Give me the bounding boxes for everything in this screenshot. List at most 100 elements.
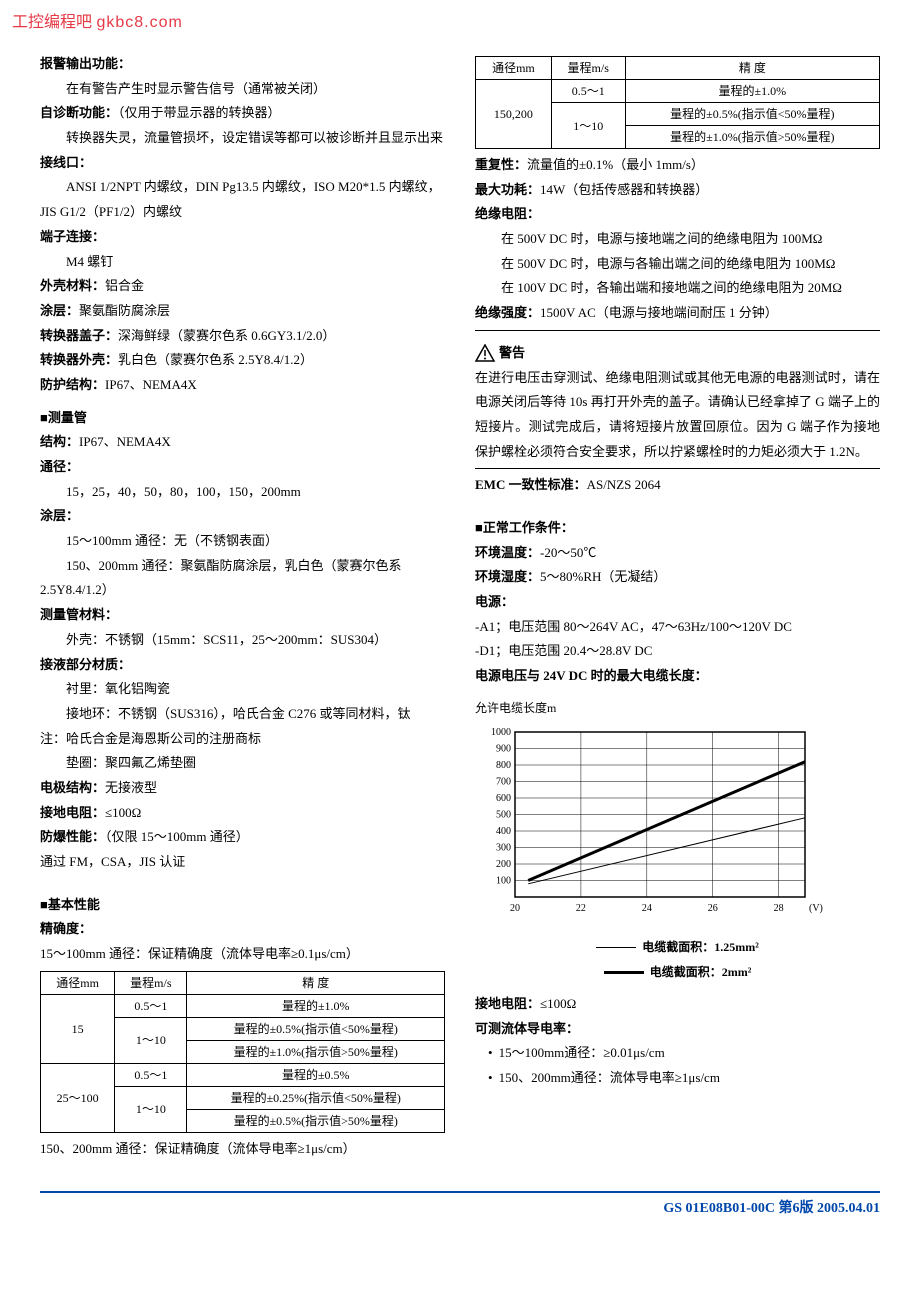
t2-h0: 通径mm	[476, 57, 552, 80]
watermark: 工控编程吧 gkbc8.com	[0, 0, 920, 32]
svg-text:100: 100	[496, 875, 511, 886]
normal-head: 正常工作条件：	[475, 516, 880, 541]
diameter-label: 通径：	[40, 455, 445, 480]
svg-text:300: 300	[496, 842, 511, 853]
humid-val: 5～80%RH（无凝结）	[540, 569, 666, 584]
shell2-val: 乳白色（蒙赛尔色系 2.5Y8.4/1.2）	[118, 352, 313, 367]
t1-r0-rng1: 0.5～1	[115, 994, 187, 1017]
electrode-val: 无接液型	[105, 780, 157, 795]
terminal-text: M4 螺钉	[40, 250, 445, 275]
t2-rng2: 1～10	[551, 103, 625, 149]
tube-struct-val: IP67、NEMA4X	[79, 434, 171, 449]
wetted-1: 衬里：氧化铝陶瓷	[40, 677, 445, 702]
humid-label: 环境湿度：	[475, 569, 540, 584]
temp-val: -20～50℃	[540, 545, 596, 560]
t2-acc1: 量程的±1.0%	[625, 80, 879, 103]
svg-text:24: 24	[642, 903, 652, 914]
cable-chart: 允许电缆长度m 10020030040050060070080090010002…	[475, 697, 880, 984]
terminal-label: 端子连接：	[40, 225, 445, 250]
svg-text:700: 700	[496, 776, 511, 787]
emc-val: AS/NZS 2064	[587, 477, 661, 492]
t2-acc2a: 量程的±0.5%(指示值<50%量程)	[625, 103, 879, 126]
svg-text:20: 20	[510, 903, 520, 914]
accuracy-table-2: 通径mm 量程m/s 精 度 150,200 0.5～1 量程的±1.0% 1～…	[475, 56, 880, 149]
explosion-val: （仅限 15～100mm 通径）	[105, 829, 249, 844]
dielectric-val: 1500V AC（电源与接地端间耐压 1 分钟）	[540, 305, 778, 320]
power-a1: -A1；电压范围 80～264V AC，47～63Hz/100～120V DC	[475, 615, 880, 640]
svg-text:22: 22	[576, 903, 586, 914]
accuracy-1: 15～100mm 通径：保证精确度（流体导电率≥0.1μs/cm）	[40, 942, 445, 967]
tube-coating-2: 150、200mm 通径：聚氨酯防腐涂层，乳白色（蒙赛尔色系 2.5Y8.4/1…	[40, 554, 445, 603]
divider-1	[475, 330, 880, 331]
temp-label: 环境温度：	[475, 545, 540, 560]
footer-text: GS 01E08B01-00C 第6版 2005.04.01	[0, 1193, 920, 1237]
note1: 注：哈氏合金是海恩斯公司的注册商标	[40, 727, 445, 752]
emc-label: EMC 一致性标准：	[475, 477, 587, 492]
right-column: 通径mm 量程m/s 精 度 150,200 0.5～1 量程的±1.0% 1～…	[475, 52, 880, 1161]
t1-r0-acc2b: 量程的±1.0%(指示值>50%量程)	[187, 1040, 445, 1063]
selfdiag-note: （仅用于带显示器的转换器）	[118, 105, 281, 120]
wiring-label: 接线口：	[40, 151, 445, 176]
t2-rng1: 0.5～1	[551, 80, 625, 103]
svg-text:(V): (V)	[809, 903, 823, 914]
cable-head: 电源电压与 24V DC 时的最大电缆长度：	[475, 664, 880, 689]
shell-label: 外壳材料：	[40, 278, 105, 293]
wiring-text: ANSI 1/2NPT 内螺纹，DIN Pg13.5 内螺纹，ISO M20*1…	[40, 175, 445, 224]
wetted-2: 接地环：不锈钢（SUS316），哈氏合金 C276 或等同材料，钛	[40, 702, 445, 727]
ground-label: 接地电阻：	[40, 805, 105, 820]
power-label: 最大功耗：	[475, 182, 540, 197]
left-column: 报警输出功能： 在有警告产生时显示警告信号（通常被关闭） 自诊断功能：（仅用于带…	[40, 52, 445, 1161]
repeat-label: 重复性：	[475, 157, 527, 172]
t2-h1: 量程m/s	[551, 57, 625, 80]
coating-label: 涂层：	[40, 303, 79, 318]
legend-2: 电缆截面积：2mm²	[650, 961, 752, 984]
watermark-domain: gkbc8.com	[96, 14, 182, 31]
insul-1: 在 500V DC 时，电源与接地端之间的绝缘电阻为 100MΩ	[475, 227, 880, 252]
ground-val: ≤100Ω	[105, 805, 141, 820]
accuracy-2: 150、200mm 通径：保证精确度（流体导电率≥1μs/cm）	[40, 1137, 445, 1162]
repeat-val: 流量值的±0.1%（最小 1mm/s）	[527, 157, 704, 172]
basic-head: 基本性能	[40, 893, 445, 918]
svg-text:1000: 1000	[491, 727, 511, 738]
svg-text:500: 500	[496, 809, 511, 820]
warning-icon	[475, 344, 495, 362]
tube-head: 测量管	[40, 406, 445, 431]
insul-3: 在 100V DC 时，各输出端和接地端之间的绝缘电阻为 20MΩ	[475, 276, 880, 301]
coating-val: 聚氨酯防腐涂层	[79, 303, 170, 318]
svg-text:26: 26	[708, 903, 718, 914]
t1-h2: 精 度	[187, 971, 445, 994]
gasket: 垫圈：聚四氟乙烯垫圈	[40, 751, 445, 776]
cert: 通过 FM，CSA，JIS 认证	[40, 850, 445, 875]
alarm-label: 报警输出功能：	[40, 56, 131, 71]
watermark-text: 工控编程吧	[12, 14, 92, 31]
cover-val: 深海鲜绿（蒙赛尔色系 0.6GY3.1/2.0）	[118, 328, 335, 343]
legend-1: 电缆截面积：1.25mm²	[642, 936, 759, 959]
protect-label: 防护结构：	[40, 377, 105, 392]
shell2-label: 转换器外壳：	[40, 352, 118, 367]
selfdiag-label: 自诊断功能：	[40, 105, 118, 120]
svg-text:200: 200	[496, 859, 511, 870]
cover-label: 转换器盖子：	[40, 328, 118, 343]
page-content: 报警输出功能： 在有警告产生时显示警告信号（通常被关闭） 自诊断功能：（仅用于带…	[0, 32, 920, 1171]
protect-val: IP67、NEMA4X	[105, 377, 197, 392]
svg-text:28: 28	[774, 903, 784, 914]
power-d1: -D1；电压范围 20.4～28.8V DC	[475, 639, 880, 664]
t1-r0-rng2: 1～10	[115, 1017, 187, 1063]
t1-r0-dia: 15	[41, 994, 115, 1063]
chart-svg: 1002003004005006007008009001000202224262…	[475, 722, 835, 922]
shell-val: 铝合金	[105, 278, 144, 293]
tube-struct-label: 结构：	[40, 434, 79, 449]
t2-h2: 精 度	[625, 57, 879, 80]
alarm-text: 在有警告产生时显示警告信号（通常被关闭）	[40, 77, 445, 102]
svg-text:600: 600	[496, 793, 511, 804]
t1-r0-acc2a: 量程的±0.5%(指示值<50%量程)	[187, 1017, 445, 1040]
cond-label: 可测流体导电率：	[475, 1017, 880, 1042]
ground2-label: 接地电阻：	[475, 996, 540, 1011]
t1-r1-acc2a: 量程的±0.25%(指示值<50%量程)	[187, 1086, 445, 1109]
cond-b1: 15～100mm通径：≥0.01μs/cm	[475, 1041, 880, 1066]
svg-text:900: 900	[496, 743, 511, 754]
tube-coating-label: 涂层：	[40, 504, 445, 529]
t1-r0-acc1: 量程的±1.0%	[187, 994, 445, 1017]
t2-acc2b: 量程的±1.0%(指示值>50%量程)	[625, 126, 879, 149]
chart-ylabel: 允许电缆长度m	[475, 697, 880, 720]
